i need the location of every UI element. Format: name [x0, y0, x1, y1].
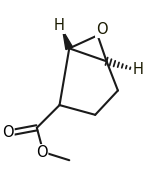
Text: O: O	[96, 22, 108, 37]
Text: H: H	[54, 18, 65, 33]
Text: O: O	[36, 145, 48, 160]
Polygon shape	[63, 31, 73, 50]
Text: H: H	[133, 62, 144, 77]
Text: O: O	[2, 125, 14, 140]
